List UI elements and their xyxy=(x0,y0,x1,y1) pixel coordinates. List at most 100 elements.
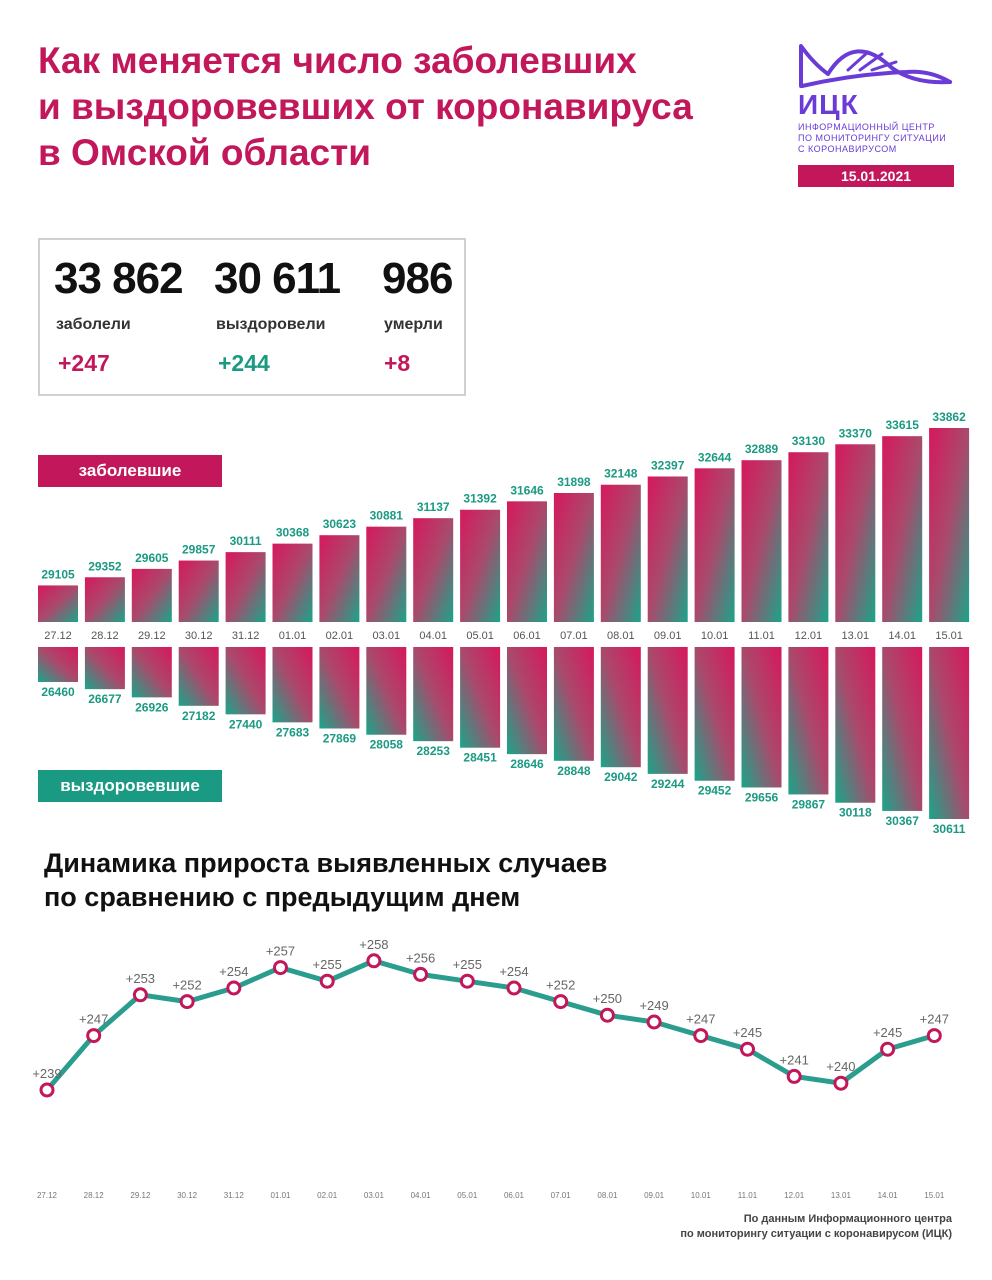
stats-box: 33 862 заболели +247 30 611 выздоровели … xyxy=(38,238,466,396)
recovered-bar xyxy=(38,647,78,682)
recovered-bar xyxy=(835,647,876,803)
recovered-bar xyxy=(694,647,735,781)
recovered-bar-label: 28451 xyxy=(463,751,497,765)
recovered-bar xyxy=(507,647,547,755)
bar-date-label: 05.01 xyxy=(466,630,494,642)
stat-delta: +244 xyxy=(218,350,270,376)
growth-point-label: +239 xyxy=(32,1066,61,1081)
growth-x-tick: 30.12 xyxy=(177,1191,198,1200)
growth-point-label: +255 xyxy=(313,957,342,972)
dynamics-title-line: Динамика прироста выявленных случаев xyxy=(44,848,608,878)
cases-bar xyxy=(929,428,970,622)
bar-date-label: 10.01 xyxy=(701,630,729,642)
growth-point xyxy=(506,980,522,996)
logo-subtitle-line: ПО МОНИТОРИНГУ СИТУАЦИИ xyxy=(798,133,947,143)
growth-point xyxy=(599,1007,615,1023)
cases-bar xyxy=(741,460,782,622)
growth-point xyxy=(132,987,148,1003)
cases-bar-label: 32397 xyxy=(651,458,685,472)
source-line: по мониторингу ситуации с коронавирусом … xyxy=(680,1228,952,1240)
cases-bar-label: 31137 xyxy=(417,500,450,514)
growth-point-label: +250 xyxy=(593,991,622,1006)
recovered-bar xyxy=(272,647,313,723)
logo-wave-icon xyxy=(799,44,952,88)
growth-point xyxy=(413,966,429,982)
growth-point-label: +240 xyxy=(826,1059,855,1074)
growth-point-label: +247 xyxy=(79,1012,108,1027)
cases-bar-label: 32644 xyxy=(698,450,732,464)
growth-point-label: +256 xyxy=(406,950,435,965)
source-line: По данным Информационного центра xyxy=(743,1213,952,1225)
recovered-bar-label: 30367 xyxy=(886,814,920,828)
cases-banner: заболевшие xyxy=(38,455,222,487)
cases-bars: 29105 29352 29605 29857 30111 30368 30623 30881… xyxy=(38,410,970,622)
stat-delta: +8 xyxy=(384,350,411,376)
cases-bar xyxy=(600,484,641,622)
bar-date-label: 09.01 xyxy=(654,630,682,642)
dynamics-title-line: по сравнению с предыдущим днем xyxy=(44,882,521,912)
recovered-bar-label: 27440 xyxy=(229,717,263,731)
bar-date-label: 02.01 xyxy=(326,630,354,642)
cases-bar-label: 30368 xyxy=(276,526,310,540)
cases-bar xyxy=(225,552,266,622)
bar-date-label: 07.01 xyxy=(560,630,588,642)
bar-date-labels: 27.12 28.12 29.12 30.12 31.12 01.01 02.01 03.01… xyxy=(44,630,963,642)
growth-x-tick: 13.01 xyxy=(831,1191,852,1200)
title-line: в Омской области xyxy=(38,132,371,173)
cases-bar xyxy=(507,501,547,622)
recovered-bar-label: 26677 xyxy=(88,692,122,706)
cases-bar-label: 31646 xyxy=(510,483,544,497)
growth-x-tick: 03.01 xyxy=(364,1191,385,1200)
recovered-bar xyxy=(178,647,219,706)
cases-bar xyxy=(882,436,923,622)
cases-bar xyxy=(788,452,829,622)
logo: ИЦК ИНФОРМАЦИОННЫЙ ЦЕНТР ПО МОНИТОРИНГУ … xyxy=(798,40,954,187)
growth-x-tick: 08.01 xyxy=(597,1191,618,1200)
cases-bar xyxy=(178,560,219,622)
growth-point-label: +249 xyxy=(639,998,668,1013)
recovered-bar xyxy=(366,647,407,735)
growth-line-chart: +239 +247 +253 +252 +254 +257 +255 +258 +256 +255… xyxy=(32,937,949,1200)
cases-bar-label: 30881 xyxy=(370,509,404,523)
growth-x-tick: 12.01 xyxy=(784,1191,805,1200)
growth-x-tick: 02.01 xyxy=(317,1191,338,1200)
bar-date-label: 29.12 xyxy=(138,630,166,642)
growth-x-tick: 14.01 xyxy=(878,1191,899,1200)
cases-bar xyxy=(553,492,594,622)
cases-bar-label: 29605 xyxy=(135,551,169,565)
growth-x-tick: 29.12 xyxy=(130,1191,151,1200)
stat-label: заболели xyxy=(56,316,131,333)
cases-bar xyxy=(272,543,313,622)
cases-bar xyxy=(460,509,501,622)
title-line: и выздоровевших от коронавируса xyxy=(38,86,693,127)
growth-point-label: +254 xyxy=(499,964,528,979)
logo-name: ИЦК xyxy=(798,89,859,120)
growth-point xyxy=(273,960,288,976)
bar-date-label: 15.01 xyxy=(935,630,963,642)
recovered-bar xyxy=(84,647,125,690)
source-note: По данным Информационного центра по мони… xyxy=(680,1212,952,1242)
recovered-bar xyxy=(131,647,172,698)
growth-x-tick: 05.01 xyxy=(457,1191,478,1200)
growth-point-label: +258 xyxy=(359,937,388,952)
recovered-bar-label: 30611 xyxy=(933,822,966,836)
cases-bar xyxy=(835,444,876,622)
growth-point xyxy=(179,994,195,1010)
recovered-bar-label: 26460 xyxy=(41,685,75,699)
recovered-bar-label: 29244 xyxy=(651,777,685,791)
cases-bar xyxy=(319,535,360,622)
growth-point-label: +241 xyxy=(780,1052,809,1067)
bar-date-label: 06.01 xyxy=(513,630,541,642)
cases-bar xyxy=(366,526,407,622)
recovered-bar-label: 27683 xyxy=(276,725,310,739)
growth-line xyxy=(44,958,937,1093)
growth-point-label: +245 xyxy=(733,1025,762,1040)
stat-value: 30 611 xyxy=(214,254,341,303)
growth-point xyxy=(740,1041,755,1057)
cases-bar-label: 30623 xyxy=(323,517,357,531)
bar-date-label: 08.01 xyxy=(607,630,635,642)
recovered-bar xyxy=(600,647,641,768)
cases-bar xyxy=(647,476,688,622)
growth-point xyxy=(39,1082,55,1098)
stat-label: умерли xyxy=(384,316,443,333)
